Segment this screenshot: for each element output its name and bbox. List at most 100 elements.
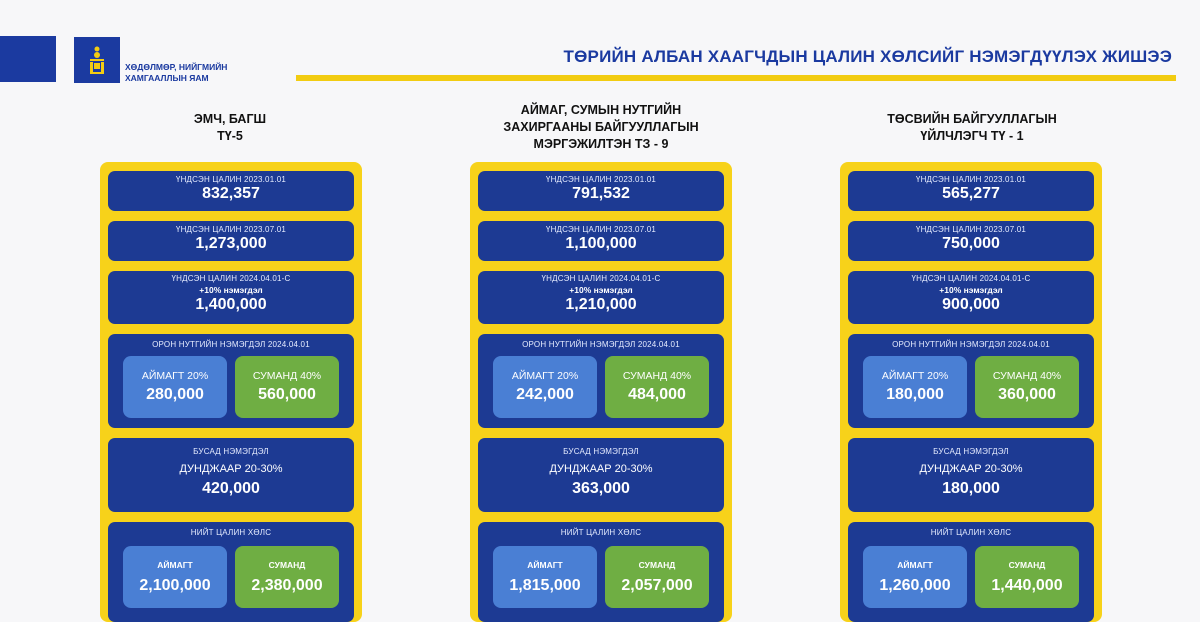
card-label: НИЙТ ЦАЛИН ХӨЛС xyxy=(930,528,1012,537)
base-salary-2023-07-card: ҮНДСЭН ЦАЛИН 2023.07.01 1,100,000 xyxy=(478,221,724,261)
card-label: ОРОН НУТГИЙН НЭМЭГДЭЛ 2024.04.01 xyxy=(892,340,1050,349)
card-value: 1,210,000 xyxy=(565,296,637,313)
local-allowance-pills: АЙМАГТ 20% 280,000 СУМАНД 40% 560,000 xyxy=(123,356,339,418)
card-label: НИЙТ ЦАЛИН ХӨЛС xyxy=(190,528,272,537)
ministry-logo xyxy=(74,37,120,83)
card-label: БУСАД НЭМЭГДЭЛ xyxy=(193,447,269,456)
card-value: 1,273,000 xyxy=(195,235,267,252)
card-label: ҮНДСЭН ЦАЛИН 2023.07.01 xyxy=(915,225,1027,234)
other-allowance-card: БУСАД НЭМЭГДЭЛ ДУНДЖААР 20-30% 363,000 xyxy=(478,438,724,512)
pill-label: СУМАНД 40% xyxy=(622,370,692,382)
pill-label: АЙМАГТ xyxy=(527,559,563,570)
pill-label: АЙМАГТ xyxy=(157,559,193,570)
local-allowance-pills: АЙМАГТ 20% 180,000 СУМАНД 40% 360,000 xyxy=(863,356,1079,418)
card-value: 791,532 xyxy=(572,185,630,202)
pill-value: 1,260,000 xyxy=(879,576,951,594)
pill-label: СУМАНД xyxy=(638,559,676,570)
aimag-total-pill: АЙМАГТ 1,815,000 xyxy=(493,546,597,608)
card-label: БУСАД НЭМЭГДЭЛ xyxy=(933,447,1009,456)
pill-value: 360,000 xyxy=(998,386,1056,403)
ministry-name-line1: ХӨДӨЛМӨР, НИЙГМИЙН xyxy=(125,62,228,72)
card-value: 363,000 xyxy=(572,480,630,497)
aimag-allowance-pill: АЙМАГТ 20% 280,000 xyxy=(123,356,227,418)
local-allowance-card: ОРОН НУТГИЙН НЭМЭГДЭЛ 2024.04.01 АЙМАГТ … xyxy=(478,334,724,428)
sum-total-pill: СУМАНД 1,440,000 xyxy=(975,546,1079,608)
total-salary-card: НИЙТ ЦАЛИН ХӨЛС АЙМАГТ 2,100,000 СУМАНД … xyxy=(108,522,354,622)
card-value: 180,000 xyxy=(942,480,1000,497)
increase-note: +10% нэмэгдэл xyxy=(199,285,263,295)
pill-value: 1,440,000 xyxy=(991,576,1063,594)
card-value: 1,100,000 xyxy=(565,235,637,252)
other-allowance-card: БУСАД НЭМЭГДЭЛ ДУНДЖААР 20-30% 420,000 xyxy=(108,438,354,512)
card-label: ҮНДСЭН ЦАЛИН 2024.04.01-С xyxy=(541,274,661,283)
sum-total-pill: СУМАНД 2,057,000 xyxy=(605,546,709,608)
salary-column-3: ҮНДСЭН ЦАЛИН 2023.01.01 565,277 ҮНДСЭН Ц… xyxy=(840,162,1102,622)
aimag-allowance-pill: АЙМАГТ 20% 180,000 xyxy=(863,356,967,418)
pill-value: 2,057,000 xyxy=(621,576,693,594)
card-label: ҮНДСЭН ЦАЛИН 2023.01.01 xyxy=(915,175,1027,184)
heading-line: ЭМЧ, БАГШ xyxy=(193,112,267,126)
page-title: ТӨРИЙН АЛБАН ХААГЧДЫН ЦАЛИН ХӨЛСИЙГ НЭМЭ… xyxy=(563,47,1172,66)
brand-color-block xyxy=(0,36,56,82)
local-allowance-card: ОРОН НУТГИЙН НЭМЭГДЭЛ 2024.04.01 АЙМАГТ … xyxy=(848,334,1094,428)
sum-allowance-pill: СУМАНД 40% 360,000 xyxy=(975,356,1079,418)
card-label: ОРОН НУТГИЙН НЭМЭГДЭЛ 2024.04.01 xyxy=(522,340,680,349)
pill-value: 484,000 xyxy=(628,386,686,403)
pill-value: 242,000 xyxy=(516,386,574,403)
other-allowance-card: БУСАД НЭМЭГДЭЛ ДУНДЖААР 20-30% 180,000 xyxy=(848,438,1094,512)
total-salary-card: НИЙТ ЦАЛИН ХӨЛС АЙМАГТ 1,815,000 СУМАНД … xyxy=(478,522,724,622)
card-subtitle: ДУНДЖААР 20-30% xyxy=(919,463,1023,475)
total-salary-card: НИЙТ ЦАЛИН ХӨЛС АЙМАГТ 1,260,000 СУМАНД … xyxy=(848,522,1094,622)
pill-label: АЙМАГТ xyxy=(897,559,933,570)
heading-line: ТҮ-5 xyxy=(217,129,243,143)
local-allowance-card: ОРОН НУТГИЙН НЭМЭГДЭЛ 2024.04.01 АЙМАГТ … xyxy=(108,334,354,428)
column-1-heading: ЭМЧ, БАГШ ТҮ-5 xyxy=(140,111,320,145)
aimag-allowance-pill: АЙМАГТ 20% 242,000 xyxy=(493,356,597,418)
heading-line: ЗАХИРГААНЫ БАЙГУУЛЛАГЫН xyxy=(503,120,699,134)
card-label: БУСАД НЭМЭГДЭЛ xyxy=(563,447,639,456)
pill-label: АЙМАГТ 20% xyxy=(511,370,579,382)
sum-allowance-pill: СУМАНД 40% 484,000 xyxy=(605,356,709,418)
pill-value: 180,000 xyxy=(886,386,944,403)
ministry-name: ХӨДӨЛМӨР, НИЙГМИЙН ХАМГААЛЛЫН ЯАМ xyxy=(125,62,227,84)
pill-label: СУМАНД 40% xyxy=(992,370,1062,382)
sum-allowance-pill: СУМАНД 40% 560,000 xyxy=(235,356,339,418)
pill-label: СУМАНД xyxy=(268,559,306,570)
card-value: 750,000 xyxy=(942,235,1000,252)
heading-line: ТӨСВИЙН БАЙГУУЛЛАГЫН xyxy=(887,112,1057,126)
pill-label: СУМАНД 40% xyxy=(252,370,322,382)
card-subtitle: ДУНДЖААР 20-30% xyxy=(179,463,283,475)
base-salary-2023-07-card: ҮНДСЭН ЦАЛИН 2023.07.01 750,000 xyxy=(848,221,1094,261)
base-salary-2023-01-card: ҮНДСЭН ЦАЛИН 2023.01.01 565,277 xyxy=(848,171,1094,211)
total-salary-pills: АЙМАГТ 2,100,000 СУМАНД 2,380,000 xyxy=(123,546,339,608)
heading-line: ҮЙЛЧЛЭГЧ ТҮ - 1 xyxy=(920,129,1024,143)
base-salary-2024-card: ҮНДСЭН ЦАЛИН 2024.04.01-С +10% нэмэгдэл … xyxy=(478,271,724,324)
pill-value: 560,000 xyxy=(258,386,316,403)
card-label: НИЙТ ЦАЛИН ХӨЛС xyxy=(560,528,642,537)
pill-label: АЙМАГТ 20% xyxy=(141,370,209,382)
heading-line: АЙМАГ, СУМЫН НУТГИЙН xyxy=(520,103,682,117)
pill-value: 2,380,000 xyxy=(251,576,323,594)
total-salary-pills: АЙМАГТ 1,260,000 СУМАНД 1,440,000 xyxy=(863,546,1079,608)
aimag-total-pill: АЙМАГТ 1,260,000 xyxy=(863,546,967,608)
base-salary-2024-card: ҮНДСЭН ЦАЛИН 2024.04.01-С +10% нэмэгдэл … xyxy=(848,271,1094,324)
column-2-heading: АЙМАГ, СУМЫН НУТГИЙН ЗАХИРГААНЫ БАЙГУУЛЛ… xyxy=(470,102,732,153)
salary-column-1: ҮНДСЭН ЦАЛИН 2023.01.01 832,357 ҮНДСЭН Ц… xyxy=(100,162,362,622)
card-label: ҮНДСЭН ЦАЛИН 2023.01.01 xyxy=(545,175,657,184)
card-label: ҮНДСЭН ЦАЛИН 2023.01.01 xyxy=(175,175,287,184)
local-allowance-pills: АЙМАГТ 20% 242,000 СУМАНД 40% 484,000 xyxy=(493,356,709,418)
card-label: ҮНДСЭН ЦАЛИН 2023.07.01 xyxy=(175,225,287,234)
card-label: ҮНДСЭН ЦАЛИН 2023.07.01 xyxy=(545,225,657,234)
base-salary-2023-01-card: ҮНДСЭН ЦАЛИН 2023.01.01 791,532 xyxy=(478,171,724,211)
card-label: ОРОН НУТГИЙН НЭМЭГДЭЛ 2024.04.01 xyxy=(152,340,310,349)
card-value: 1,400,000 xyxy=(195,296,267,313)
pill-label: АЙМАГТ 20% xyxy=(881,370,949,382)
card-value: 832,357 xyxy=(202,185,260,202)
base-salary-2023-01-card: ҮНДСЭН ЦАЛИН 2023.01.01 832,357 xyxy=(108,171,354,211)
base-salary-2024-card: ҮНДСЭН ЦАЛИН 2024.04.01-С +10% нэмэгдэл … xyxy=(108,271,354,324)
salary-column-2: ҮНДСЭН ЦАЛИН 2023.01.01 791,532 ҮНДСЭН Ц… xyxy=(470,162,732,622)
sum-total-pill: СУМАНД 2,380,000 xyxy=(235,546,339,608)
pill-value: 280,000 xyxy=(146,386,204,403)
increase-note: +10% нэмэгдэл xyxy=(569,285,633,295)
pill-value: 2,100,000 xyxy=(139,576,211,594)
